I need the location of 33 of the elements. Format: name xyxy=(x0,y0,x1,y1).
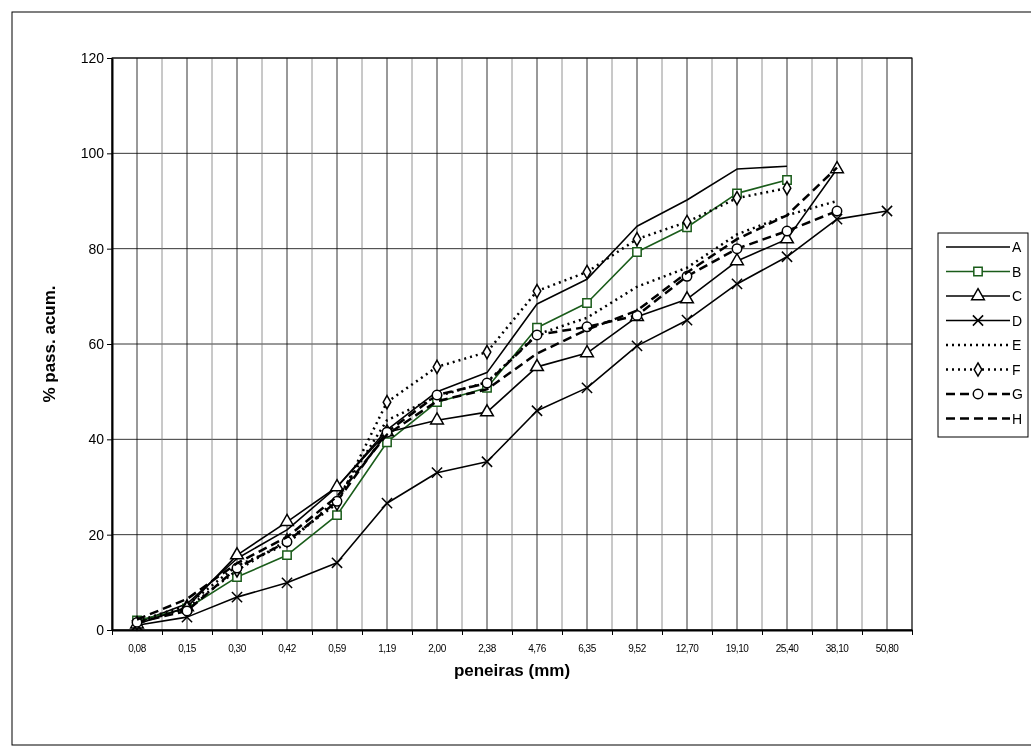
y-tick-label: 80 xyxy=(88,240,105,257)
x-tick-label: 4,76 xyxy=(528,643,547,654)
y-tick-label: 100 xyxy=(80,145,105,162)
y-tick-label: 120 xyxy=(80,49,105,66)
legend-label: D xyxy=(1012,312,1023,329)
legend-label: B xyxy=(1012,263,1022,280)
x-tick-label: 0,15 xyxy=(178,643,197,654)
x-tick-label: 2,00 xyxy=(428,643,447,654)
x-tick-label: 1,19 xyxy=(378,643,397,654)
x-tick-label: 38,10 xyxy=(825,643,850,654)
y-tick-label: 0 xyxy=(96,621,105,638)
x-axis-title: peneiras (mm) xyxy=(453,661,571,680)
x-tick-label: 0,42 xyxy=(278,643,297,654)
x-tick-label: 0,59 xyxy=(328,643,347,654)
x-tick-label: 9,52 xyxy=(628,643,647,654)
x-tick-label: 25,40 xyxy=(775,643,800,654)
x-tick-label: 0,30 xyxy=(228,643,247,654)
legend-label: C xyxy=(1012,288,1023,304)
y-tick-label: 20 xyxy=(88,526,105,543)
y-axis-title: % pass. acum. xyxy=(40,285,59,403)
legend-label: H xyxy=(1012,410,1023,427)
legend-label: F xyxy=(1012,361,1021,378)
x-tick-label: 50,80 xyxy=(875,643,900,654)
legend-label: E xyxy=(1012,337,1022,353)
x-tick-label: 12,70 xyxy=(675,643,700,654)
x-tick-label: 0,08 xyxy=(128,643,147,654)
x-tick-label: 6,35 xyxy=(578,643,597,654)
x-tick-label: 19,10 xyxy=(725,643,750,654)
x-tick-label: 2,38 xyxy=(478,643,497,654)
legend-label: A xyxy=(1012,239,1022,255)
y-tick-label: 40 xyxy=(88,431,105,448)
y-tick-label: 60 xyxy=(88,335,105,352)
legend-label: G xyxy=(1012,386,1023,402)
